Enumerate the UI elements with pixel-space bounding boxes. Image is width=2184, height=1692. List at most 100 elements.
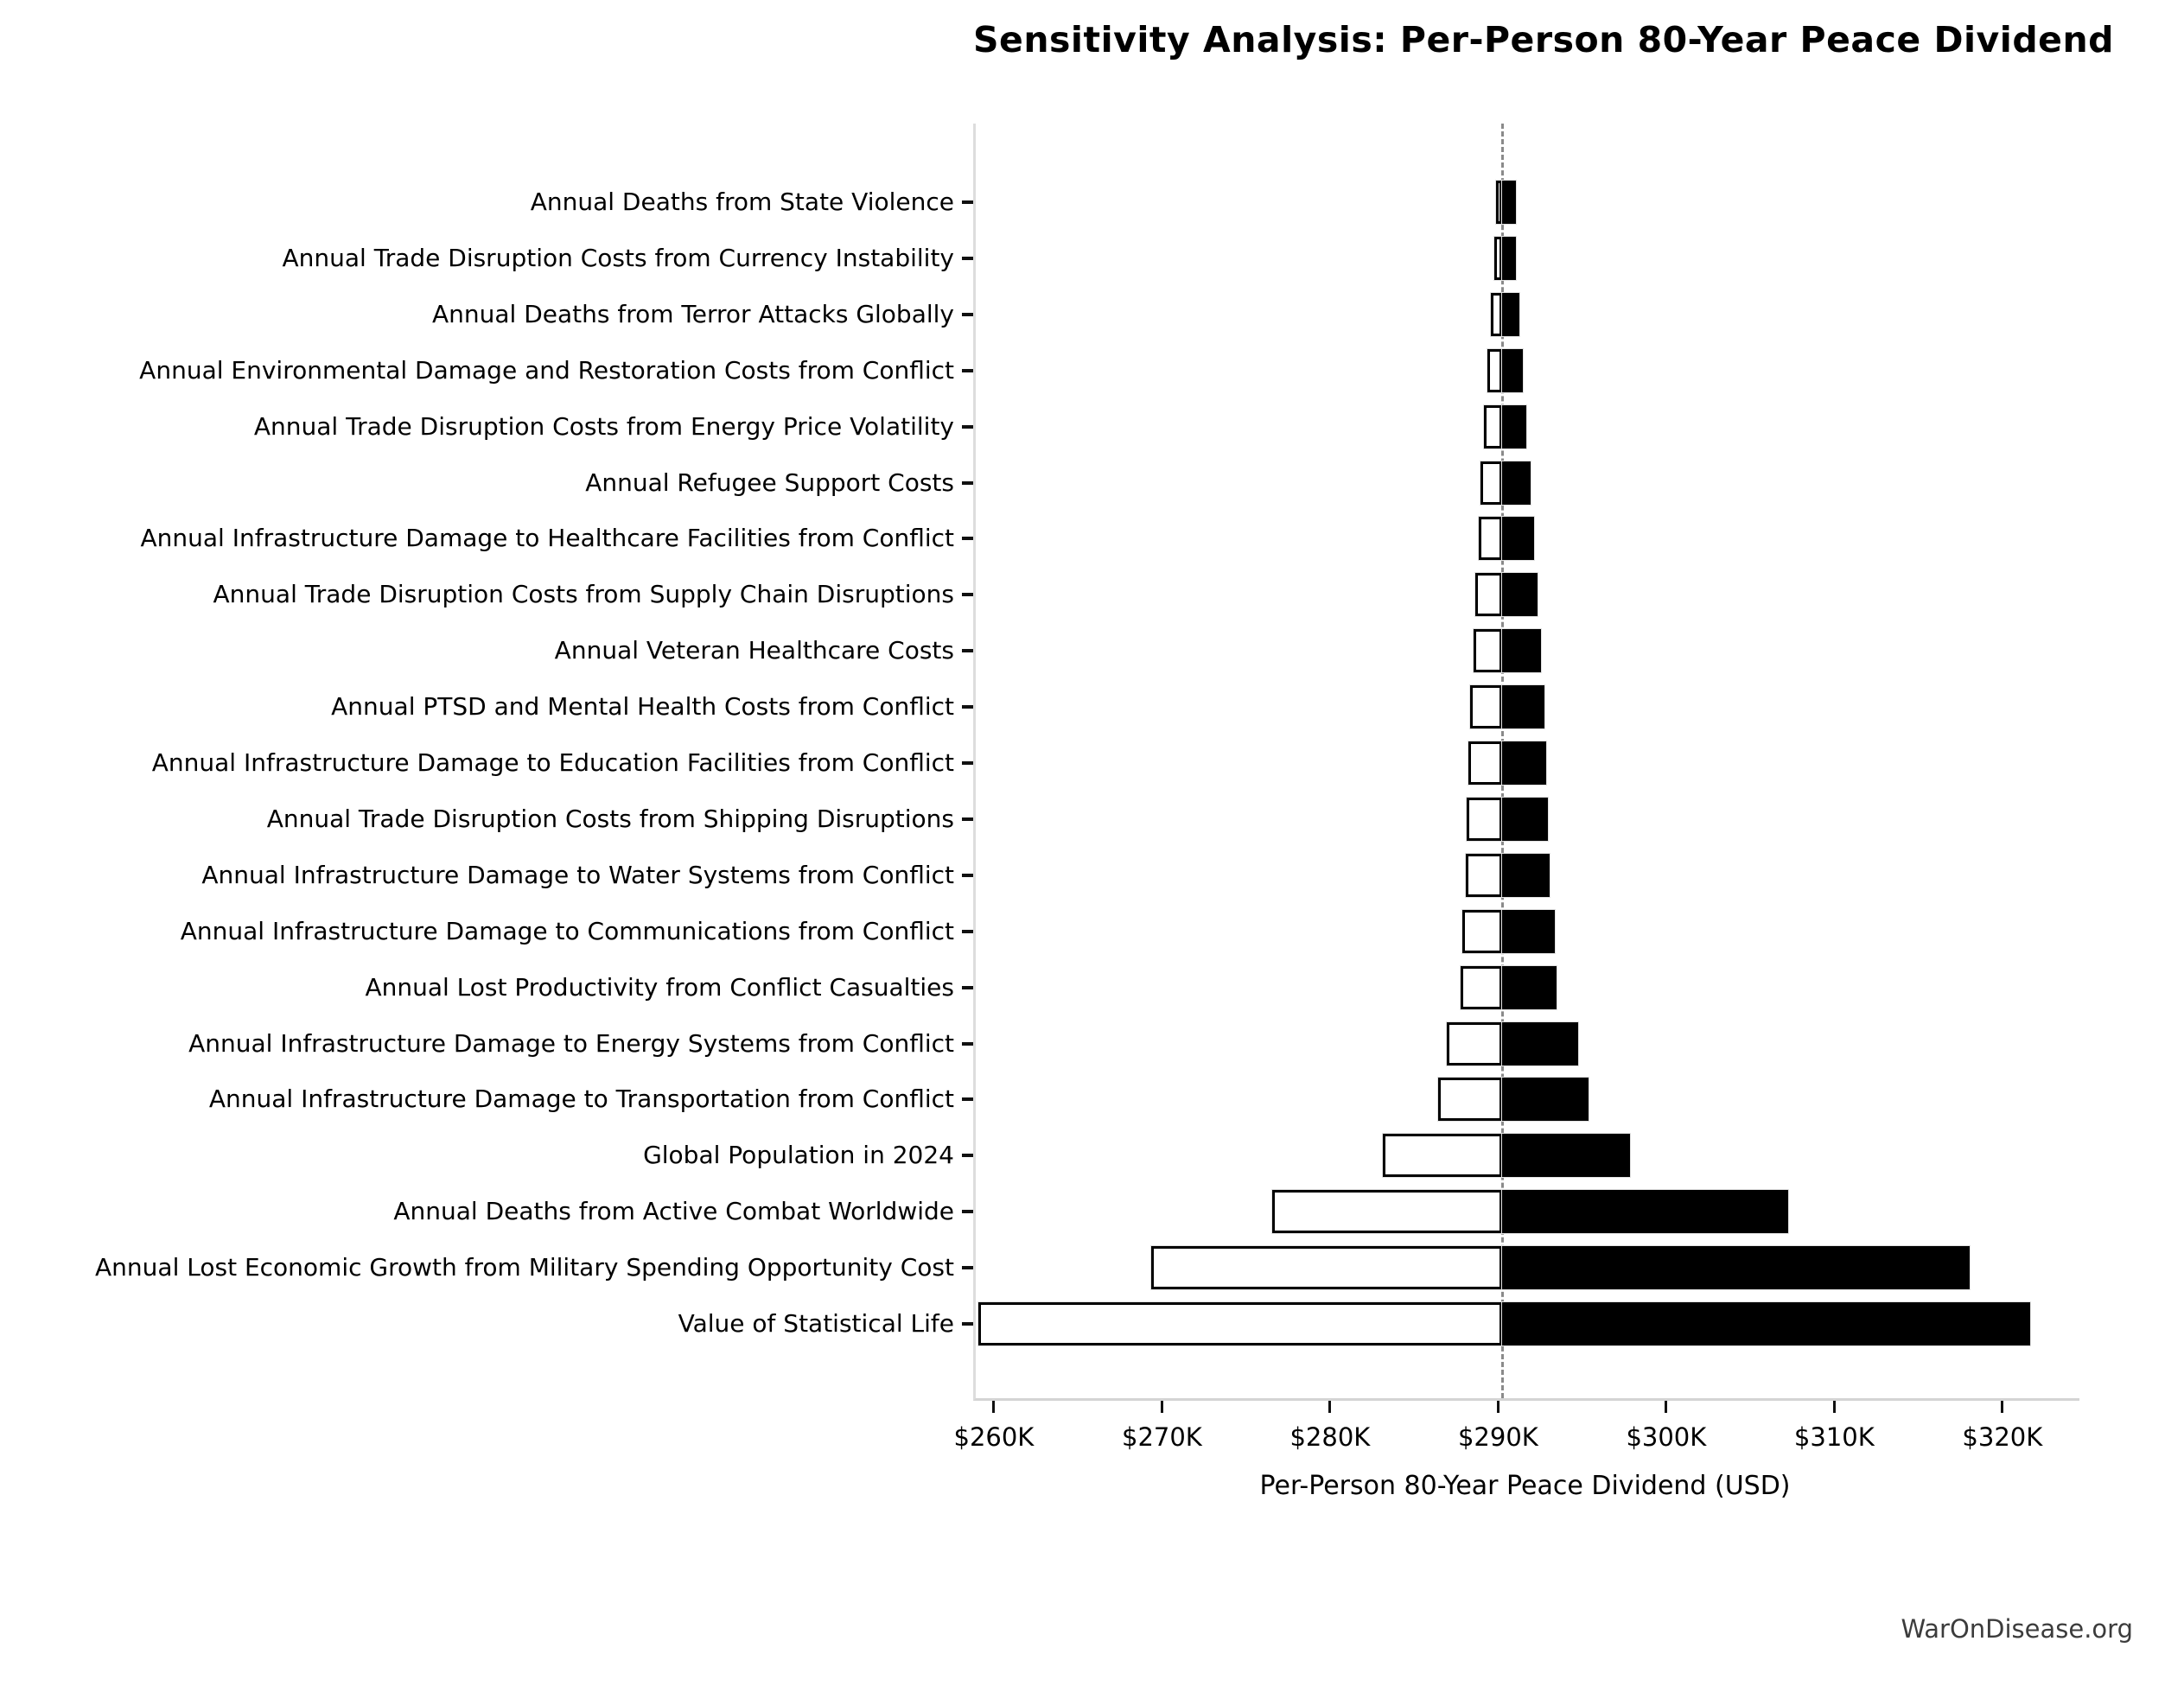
y-axis-tick xyxy=(962,1041,973,1046)
y-axis-tick xyxy=(962,1097,973,1102)
y-axis-label: Annual Infrastructure Damage to Healthca… xyxy=(140,524,955,553)
bar-high-10 xyxy=(1502,741,1546,785)
bar-high-19 xyxy=(1502,1246,1970,1290)
bar-low-19 xyxy=(1150,1246,1503,1290)
plot-area xyxy=(973,124,2079,1401)
y-axis-label: Annual Infrastructure Damage to Educatio… xyxy=(151,748,954,777)
x-axis-tick-label: $310K xyxy=(1793,1422,1875,1452)
y-axis-label: Annual Refugee Support Costs xyxy=(585,468,954,497)
x-axis-tick xyxy=(1496,1401,1500,1413)
y-axis-label: Annual Trade Disruption Costs from Energ… xyxy=(253,411,954,441)
bar-high-1 xyxy=(1502,236,1516,280)
bar-high-5 xyxy=(1502,461,1531,505)
y-axis-label: Annual Deaths from Active Combat Worldwi… xyxy=(393,1197,954,1226)
bar-low-8 xyxy=(1474,629,1503,673)
y-axis-tick xyxy=(962,761,973,765)
bar-high-15 xyxy=(1502,1021,1578,1065)
bar-low-12 xyxy=(1465,853,1503,897)
y-axis-tick xyxy=(962,873,973,877)
bar-low-14 xyxy=(1460,965,1503,1009)
x-axis-title: Per-Person 80-Year Peace Dividend (USD) xyxy=(1259,1471,1791,1501)
bar-low-10 xyxy=(1468,741,1503,785)
bar-high-16 xyxy=(1502,1078,1589,1122)
bar-low-16 xyxy=(1438,1078,1503,1122)
y-axis-tick xyxy=(962,256,973,260)
y-axis-label: Annual Veteran Healthcare Costs xyxy=(554,636,954,665)
x-axis-tick xyxy=(1328,1401,1332,1413)
x-axis-tick xyxy=(992,1401,996,1413)
y-axis-label: Annual Infrastructure Damage to Communic… xyxy=(180,916,954,945)
bar-high-12 xyxy=(1502,853,1550,897)
bar-low-11 xyxy=(1467,797,1503,841)
bar-low-6 xyxy=(1479,517,1503,561)
y-axis-label: Annual Lost Economic Growth from Militar… xyxy=(95,1253,954,1282)
y-axis-label: Global Population in 2024 xyxy=(643,1141,954,1170)
y-axis-tick xyxy=(962,1154,973,1158)
y-axis-tick xyxy=(962,929,973,933)
y-axis-tick xyxy=(962,312,973,316)
bar-low-2 xyxy=(1490,292,1503,336)
y-axis-tick xyxy=(962,593,973,597)
bar-low-13 xyxy=(1461,909,1503,953)
chart-title: Sensitivity Analysis: Per-Person 80-Year… xyxy=(973,19,2115,60)
bar-high-13 xyxy=(1502,909,1555,953)
bar-high-6 xyxy=(1502,517,1535,561)
y-axis-tick xyxy=(962,817,973,821)
bar-high-9 xyxy=(1502,685,1544,729)
x-axis-tick xyxy=(1832,1401,1836,1413)
x-axis-tick-label: $270K xyxy=(1121,1422,1202,1452)
x-axis-tick-label: $260K xyxy=(953,1422,1035,1452)
y-axis-tick xyxy=(962,1210,973,1214)
x-axis-tick-label: $280K xyxy=(1289,1422,1371,1452)
y-axis-tick xyxy=(962,1322,973,1326)
y-axis-label: Annual Trade Disruption Costs from Suppl… xyxy=(213,580,954,609)
y-axis-tick xyxy=(962,705,973,709)
bar-low-5 xyxy=(1480,461,1503,505)
y-axis-tick xyxy=(962,424,973,429)
bar-high-4 xyxy=(1502,404,1526,448)
bar-high-7 xyxy=(1502,573,1538,617)
bar-high-0 xyxy=(1502,181,1516,224)
bar-high-18 xyxy=(1502,1190,1788,1234)
y-axis-tick xyxy=(962,200,973,204)
bar-low-1 xyxy=(1493,236,1503,280)
bar-low-4 xyxy=(1483,404,1503,448)
y-axis-label: Annual Infrastructure Damage to Transpor… xyxy=(208,1085,954,1114)
bar-low-0 xyxy=(1495,181,1503,224)
bar-low-17 xyxy=(1383,1134,1503,1178)
y-axis-tick xyxy=(962,368,973,372)
y-axis-tick xyxy=(962,537,973,541)
y-axis-label: Annual Deaths from Terror Attacks Global… xyxy=(431,299,954,328)
bar-high-20 xyxy=(1502,1302,2030,1345)
y-axis-label: Annual Deaths from State Violence xyxy=(530,188,954,216)
bar-low-20 xyxy=(977,1302,1503,1345)
y-axis-tick xyxy=(962,480,973,485)
bar-high-11 xyxy=(1502,797,1548,841)
y-axis-label: Annual Infrastructure Damage to Water Sy… xyxy=(201,860,954,889)
x-axis-tick-label: $300K xyxy=(1626,1422,1707,1452)
y-axis-label: Value of Statistical Life xyxy=(678,1309,954,1338)
bar-low-9 xyxy=(1470,685,1503,729)
y-axis-label: Annual Environmental Damage and Restorat… xyxy=(139,355,954,385)
bar-high-17 xyxy=(1502,1134,1631,1178)
bar-high-2 xyxy=(1502,292,1519,336)
y-axis-tick xyxy=(962,1266,973,1270)
x-axis-tick xyxy=(1160,1401,1163,1413)
watermark-text: WarOnDisease.org xyxy=(1901,1614,2133,1644)
y-axis-label: Annual Lost Productivity from Conflict C… xyxy=(365,972,954,1002)
x-axis-tick xyxy=(1665,1401,1668,1413)
y-axis-label: Annual Trade Disruption Costs from Curre… xyxy=(282,243,954,272)
y-axis-label: Annual Trade Disruption Costs from Shipp… xyxy=(266,804,954,833)
y-axis-label: Annual Infrastructure Damage to Energy S… xyxy=(188,1028,954,1058)
x-axis-tick-label: $290K xyxy=(1457,1422,1538,1452)
x-axis-tick xyxy=(2001,1401,2004,1413)
x-axis-tick-label: $320K xyxy=(1962,1422,2043,1452)
bar-high-8 xyxy=(1502,629,1542,673)
bar-high-3 xyxy=(1502,348,1523,392)
bar-low-18 xyxy=(1271,1190,1503,1234)
y-axis-label: Annual PTSD and Mental Health Costs from… xyxy=(331,692,954,722)
bar-low-3 xyxy=(1487,348,1503,392)
bar-low-7 xyxy=(1475,573,1503,617)
y-axis-tick xyxy=(962,649,973,653)
bar-low-15 xyxy=(1447,1021,1503,1065)
